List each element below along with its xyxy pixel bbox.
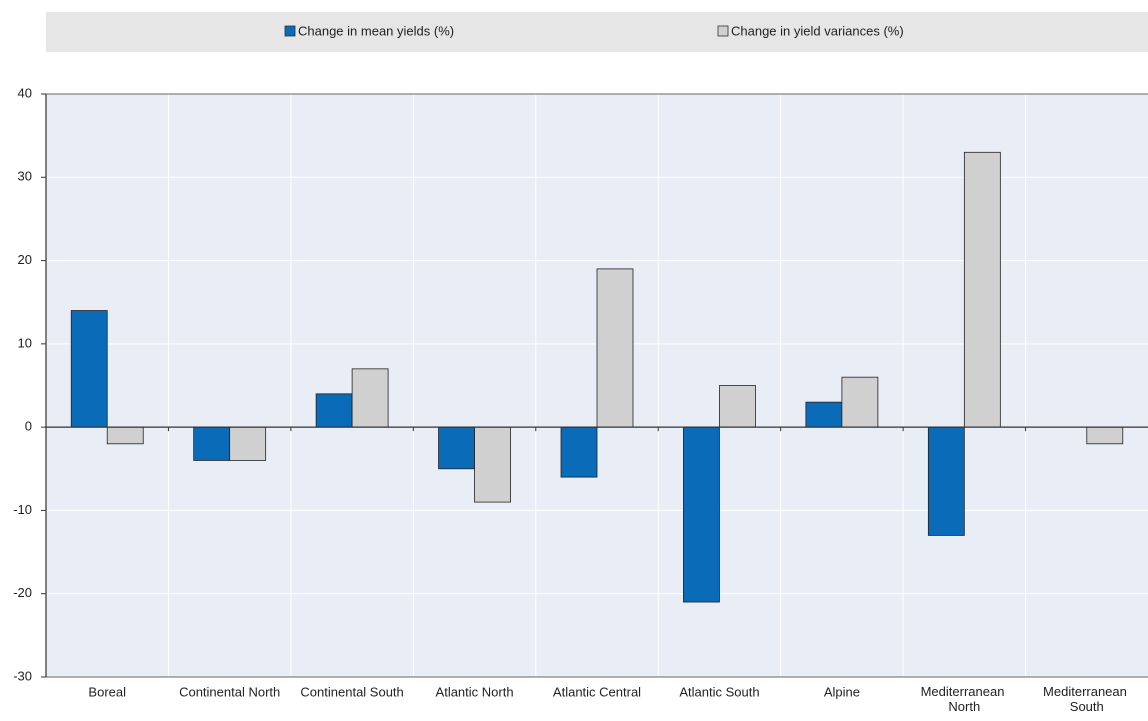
x-tick-label: Continental North xyxy=(179,684,280,699)
y-tick-label: -10 xyxy=(13,502,32,517)
y-tick-label: 0 xyxy=(25,419,32,434)
legend-swatch xyxy=(717,25,729,37)
x-tick-label: Atlantic North xyxy=(436,684,514,699)
bar xyxy=(1086,426,1124,445)
x-tick-label-line: Mediterranean xyxy=(921,684,1008,699)
legend-box xyxy=(46,12,1148,52)
bar xyxy=(315,393,353,428)
x-tick-label: Mediterranean South xyxy=(1043,684,1130,714)
x-tick-label: Atlantic Central xyxy=(553,684,641,699)
y-tick-label: 10 xyxy=(18,335,32,350)
legend-swatch xyxy=(284,25,296,37)
x-tick-label-line: Mediterranean xyxy=(1043,684,1130,699)
bar xyxy=(719,385,756,428)
bar xyxy=(106,426,144,445)
bar xyxy=(927,426,965,536)
bar xyxy=(193,426,231,461)
bar xyxy=(683,426,720,603)
y-tick-label: 20 xyxy=(18,252,32,267)
x-tick-label: Continental South xyxy=(300,684,403,699)
bar xyxy=(70,310,108,428)
x-tick-label: Alpine xyxy=(824,684,860,699)
x-tick-label: Atlantic South xyxy=(679,684,759,699)
bar xyxy=(963,151,1001,428)
bar xyxy=(351,368,389,428)
bar xyxy=(596,268,634,428)
bar xyxy=(229,426,267,461)
y-tick-label: 40 xyxy=(18,85,32,100)
y-tick-label: -20 xyxy=(13,585,32,600)
bar xyxy=(438,426,475,470)
x-tick-label: Mediterranean North xyxy=(921,684,1008,714)
x-tick-label-line: North xyxy=(948,699,980,714)
y-tick-label: -30 xyxy=(13,668,32,683)
legend-label: Change in yield variances (%) xyxy=(731,23,904,38)
y-tick-label: 30 xyxy=(18,169,32,184)
x-tick-label-line: South xyxy=(1070,699,1104,714)
bar xyxy=(841,376,879,428)
x-tick-label: Boreal xyxy=(88,684,126,699)
bar xyxy=(474,426,511,503)
bar xyxy=(560,426,598,478)
legend-label: Change in mean yields (%) xyxy=(298,23,454,38)
bar xyxy=(805,401,843,428)
